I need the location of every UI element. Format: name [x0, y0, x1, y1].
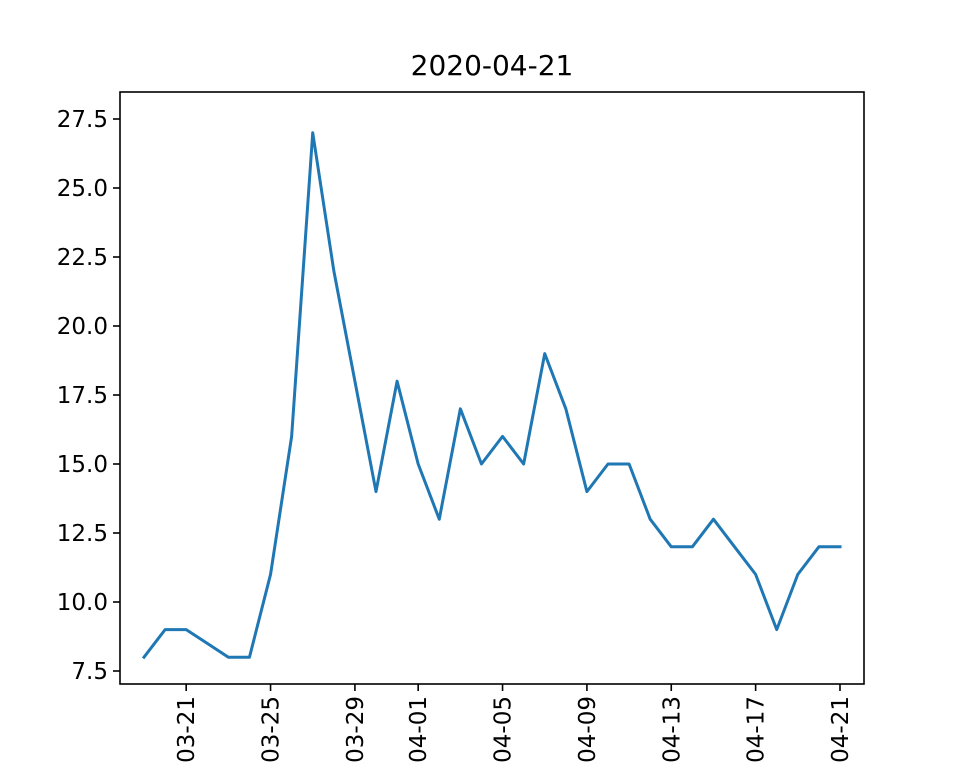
y-tick-label: 7.5 — [71, 659, 108, 685]
y-tick-label: 12.5 — [57, 521, 108, 547]
y-tick-label: 27.5 — [57, 107, 108, 133]
series-line — [141, 131, 842, 660]
x-tick-label: 04-09 — [575, 696, 601, 763]
chart-title: 2020-04-21 — [411, 49, 574, 82]
plot-area — [141, 131, 842, 660]
x-tick-label: 04-21 — [828, 696, 854, 763]
x-tick-label: 04-13 — [659, 696, 685, 763]
y-tick-label: 17.5 — [57, 383, 108, 409]
y-tick-label: 15.0 — [57, 452, 108, 478]
y-tick-label: 10.0 — [57, 590, 108, 616]
plot-frame — [119, 91, 865, 685]
y-tick-label: 25.0 — [57, 176, 108, 202]
y-tick-label: 22.5 — [57, 245, 108, 271]
x-tick-label: 03-21 — [174, 696, 200, 763]
x-axis: 03-21 03-25 03-29 04-01 04-05 04-09 04-13 04-17… — [174, 684, 854, 763]
y-tick-label: 20.0 — [57, 314, 108, 340]
x-tick-label: 04-01 — [406, 696, 432, 763]
y-axis: 7.5 10.0 12.5 15.0 17.5 20.0 22.5 25.0 27.5 — [57, 107, 120, 685]
x-tick-label: 04-05 — [491, 696, 517, 763]
x-tick-label: 04-17 — [744, 696, 770, 763]
x-tick-label: 03-29 — [343, 696, 369, 763]
x-tick-label: 03-25 — [259, 696, 285, 763]
